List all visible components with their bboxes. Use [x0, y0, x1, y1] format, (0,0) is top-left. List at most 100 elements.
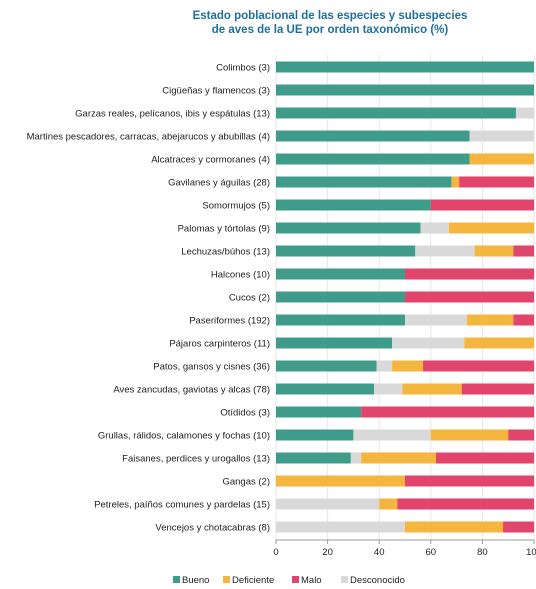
bar-segment-bueno	[276, 199, 431, 211]
bar-segment-malo	[508, 429, 534, 441]
category-label: Petreles, paíños comunes y pardelas (15)	[94, 500, 270, 511]
x-tick-label: 0	[273, 547, 278, 558]
legend-label-malo: Malo	[301, 575, 322, 586]
category-label: Cucos (2)	[229, 293, 270, 304]
bar-segment-deficiente	[392, 360, 424, 372]
x-tick-label: 100	[526, 547, 536, 558]
bar-segment-bueno	[276, 130, 470, 142]
legend-swatch-malo	[292, 576, 299, 583]
legend-label-bueno: Bueno	[182, 575, 209, 586]
bar-segment-bueno	[276, 406, 362, 418]
bar-segment-desconocido	[276, 498, 380, 510]
legend-label-desconocido: Desconocido	[350, 575, 405, 586]
bar-segment-malo	[435, 452, 534, 464]
legend: Bueno Deficiente Malo Desconocido	[173, 575, 405, 586]
bar-segment-malo	[361, 406, 534, 418]
x-tick-label: 60	[426, 547, 437, 558]
category-label: Aves zancudas, gaviotas y alcas (78)	[113, 385, 270, 396]
bar-segment-bueno	[276, 360, 377, 372]
bar-segment-bueno	[276, 452, 351, 464]
category-label: Patos, gansos y cisnes (36)	[153, 362, 270, 373]
bar-segment-desconocido	[392, 337, 465, 349]
bar-segment-malo	[397, 498, 534, 510]
category-label: Lechuzas/búhos (13)	[181, 247, 270, 258]
category-label: Colimbos (3)	[216, 63, 270, 74]
category-label: Halcones (10)	[211, 270, 270, 281]
chart-title-line: Estado poblacional de las especies y sub…	[193, 10, 468, 22]
bar-segment-deficiente	[448, 222, 534, 234]
bar-segment-malo	[503, 521, 534, 533]
legend-swatch-desconocido	[341, 576, 348, 583]
bar-segment-malo	[459, 176, 534, 188]
bar-segment-malo	[405, 475, 534, 487]
legend-swatch-bueno	[173, 576, 180, 583]
category-label: Martines pescadores, carracas, abejaruco…	[27, 132, 270, 143]
bar-segment-bueno	[276, 291, 405, 303]
bar-segment-deficiente	[464, 337, 534, 349]
bar-segment-desconocido	[415, 245, 475, 257]
bar-segment-bueno	[276, 61, 534, 73]
legend-swatch-deficiente	[223, 576, 230, 583]
category-label: Gavilanes y águilas (28)	[168, 178, 270, 189]
bar-segment-malo	[405, 268, 534, 280]
bar-segment-desconocido	[353, 429, 431, 441]
bar-segment-deficiente	[276, 475, 405, 487]
bar-segment-deficiente	[379, 498, 398, 510]
bar-segment-bueno	[276, 245, 416, 257]
category-label: Palomas y tórtolas (9)	[178, 224, 270, 235]
bar-segment-desconocido	[405, 314, 467, 326]
bar-segment-deficiente	[469, 153, 534, 165]
category-label: Garzas reales, pelícanos, ibis y espátul…	[75, 109, 270, 120]
bar-segment-deficiente	[451, 176, 460, 188]
category-label: Pájaros carpinteros (11)	[169, 339, 270, 350]
bar-segment-bueno	[276, 337, 393, 349]
legend-label-deficiente: Deficiente	[232, 575, 274, 586]
bar-segment-desconocido	[469, 130, 534, 142]
bars	[276, 61, 534, 533]
bar-segment-malo	[513, 314, 534, 326]
bar-segment-malo	[423, 360, 534, 372]
bar-segment-desconocido	[374, 383, 403, 395]
bar-segment-bueno	[276, 176, 452, 188]
category-label: Somormujos (5)	[202, 201, 270, 212]
x-tick-label: 40	[374, 547, 385, 558]
bar-segment-bueno	[276, 222, 421, 234]
bar-segment-bueno	[276, 84, 534, 96]
category-label: Otídidos (3)	[220, 408, 270, 419]
category-label: Gangas (2)	[222, 477, 270, 488]
bar-segment-deficiente	[405, 521, 504, 533]
bar-segment-desconocido	[376, 360, 393, 372]
bar-segment-malo	[430, 199, 534, 211]
x-axis: 0 20 40 60 80 100	[273, 539, 536, 558]
category-label: Grullas, rálidos, calamones y fochas (10…	[98, 431, 270, 442]
x-tick-label: 20	[322, 547, 333, 558]
category-label: Cigüeñas y flamencos (3)	[162, 86, 270, 97]
bar-segment-deficiente	[361, 452, 436, 464]
bar-segment-bueno	[276, 383, 375, 395]
bar-segment-malo	[405, 291, 534, 303]
bar-segment-malo	[513, 245, 534, 257]
bar-segment-bueno	[276, 314, 405, 326]
category-labels: Colimbos (3) Cigüeñas y flamencos (3) Garz…	[27, 63, 270, 534]
category-label: Vencejos y chotacabras (8)	[155, 523, 270, 534]
bar-segment-deficiente	[430, 429, 509, 441]
bar-segment-desconocido	[350, 452, 362, 464]
category-label: Alcatraces y cormoranes (4)	[151, 155, 270, 166]
bar-segment-desconocido	[515, 107, 534, 119]
bar-segment-deficiente	[474, 245, 514, 257]
category-label: Faisanes, perdices y urogallos (13)	[122, 454, 270, 465]
chart-title: Estado poblacional de las especies y sub…	[193, 10, 468, 36]
bar-segment-malo	[461, 383, 534, 395]
category-label: Paseriformes (192)	[189, 316, 270, 327]
bar-segment-deficiente	[402, 383, 462, 395]
bar-segment-bueno	[276, 107, 516, 119]
bar-segment-bueno	[276, 268, 405, 280]
chart-title-line: de aves de la UE por orden taxonómico (%…	[212, 24, 449, 36]
x-tick-label: 80	[477, 547, 488, 558]
bar-segment-desconocido	[276, 521, 405, 533]
bar-segment-desconocido	[420, 222, 449, 234]
bar-segment-deficiente	[466, 314, 514, 326]
bar-segment-bueno	[276, 429, 354, 441]
bar-segment-bueno	[276, 153, 470, 165]
